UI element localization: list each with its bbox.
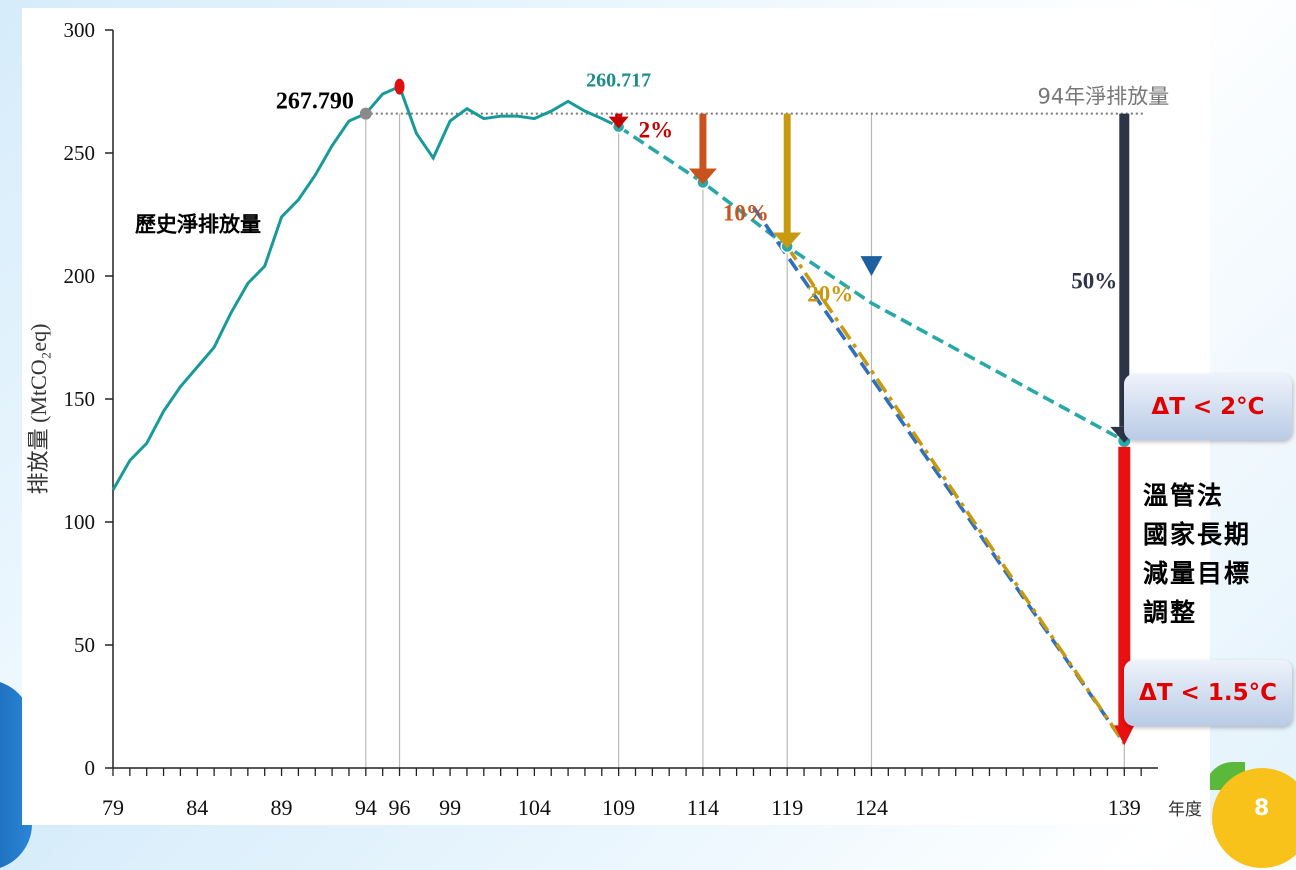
badge-1-5c-text: ΔT < 1.5°C bbox=[1139, 680, 1277, 706]
law-note-line: 國家長期 bbox=[1143, 520, 1252, 549]
x-tick-label: 109 bbox=[602, 795, 635, 820]
arrow-head bbox=[773, 232, 802, 249]
x-tick-label: 139 bbox=[1108, 795, 1141, 820]
y-axis-title: 排放量 (MtCO₂eq) bbox=[26, 324, 51, 495]
series-line-3 bbox=[752, 206, 1126, 745]
x-tick-label: 84 bbox=[186, 795, 208, 820]
red-arrow-head bbox=[1114, 725, 1135, 746]
x-tick-label: 79 bbox=[102, 795, 124, 820]
y-tick-label: 50 bbox=[74, 633, 95, 657]
arrow-label: 10% bbox=[723, 201, 769, 226]
arrow-label: 50% bbox=[1071, 268, 1117, 293]
x-tick-label: 94 bbox=[355, 795, 377, 820]
x-axis-title: 年度 bbox=[1168, 800, 1202, 820]
x-tick-label: 99 bbox=[439, 795, 461, 820]
badge-2c-text: ΔT < 2°C bbox=[1151, 394, 1265, 420]
x-tick-label: 114 bbox=[687, 795, 719, 820]
arrow-shaft bbox=[783, 113, 791, 233]
arrow-head bbox=[608, 116, 629, 129]
x-tick-label: 124 bbox=[855, 795, 888, 820]
arrow-shaft bbox=[615, 113, 623, 117]
badge-1-5c: ΔT < 1.5°C bbox=[1124, 660, 1292, 726]
x-tick-label: 104 bbox=[518, 795, 551, 820]
y-tick-label: 200 bbox=[64, 264, 96, 288]
marker-peak bbox=[394, 78, 405, 95]
law-adjustment-note: 溫管法 國家長期 減量目標 調整 bbox=[1143, 476, 1283, 632]
arrow-head bbox=[688, 168, 717, 185]
badge-2c: ΔT < 2°C bbox=[1124, 374, 1292, 440]
baseline-label: 94年淨排放量 bbox=[1038, 85, 1170, 109]
law-note-line: 減量目標 bbox=[1143, 559, 1252, 588]
value-109-label: 260.717 bbox=[586, 70, 651, 92]
y-tick-label: 0 bbox=[85, 756, 96, 780]
emissions-chart: 0 50 100 150 200 250 300 79 84 89 94 96 99 104 109 114 1… bbox=[22, 8, 1210, 825]
law-note-line: 調整 bbox=[1143, 598, 1198, 627]
x-tick-label: 89 bbox=[271, 795, 293, 820]
y-tick-label: 150 bbox=[64, 387, 96, 411]
page-number: 8 bbox=[1254, 796, 1270, 821]
history-series-label: 歷史淨排放量 bbox=[135, 213, 261, 237]
arrow-shaft bbox=[1119, 113, 1130, 427]
marker-triangle-124 bbox=[860, 256, 883, 277]
y-tick-label: 250 bbox=[64, 141, 96, 165]
arrow-shaft bbox=[699, 113, 707, 169]
x-tick-label: 96 bbox=[389, 795, 411, 820]
arrow-label: 2% bbox=[639, 118, 674, 143]
red-arrow-shaft bbox=[1118, 446, 1131, 728]
chart-background bbox=[22, 8, 1210, 825]
peak-value-label: 267.790 bbox=[276, 89, 354, 115]
x-tick-label: 119 bbox=[771, 795, 803, 820]
arrow-label: 20% bbox=[807, 281, 853, 306]
law-note-line: 溫管法 bbox=[1143, 481, 1225, 510]
marker-94 bbox=[359, 107, 372, 120]
series-line-4 bbox=[785, 245, 1126, 745]
y-tick-label: 100 bbox=[64, 510, 96, 534]
y-tick-label: 300 bbox=[64, 18, 96, 42]
